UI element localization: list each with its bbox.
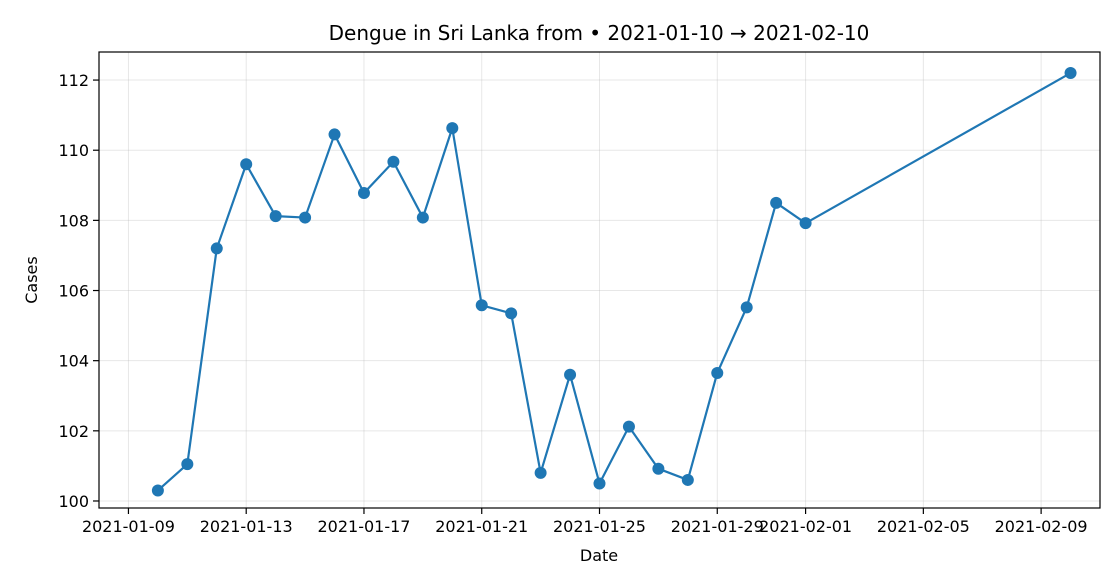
data-point — [681, 473, 694, 486]
data-point — [299, 211, 312, 224]
data-point — [210, 242, 223, 255]
data-point — [446, 122, 459, 135]
y-tick-label: 104 — [58, 352, 89, 371]
chart-title: Dengue in Sri Lanka from • 2021-01-10 → … — [329, 21, 870, 45]
x-tick-label: 2021-01-25 — [553, 517, 646, 536]
y-axis-label: Cases — [22, 256, 41, 304]
data-point — [151, 484, 164, 497]
series-line — [157, 72, 1072, 492]
y-tick-label: 110 — [58, 141, 89, 160]
x-axis-label: Date — [580, 546, 618, 565]
grid — [99, 52, 1100, 508]
y-tick-label: 102 — [58, 422, 89, 441]
x-tick-label: 2021-01-17 — [317, 517, 410, 536]
data-point — [564, 368, 577, 381]
data-point — [799, 217, 812, 230]
series — [151, 67, 1077, 497]
x-tick-label: 2021-01-21 — [435, 517, 528, 536]
x-tick-label: 2021-02-05 — [877, 517, 970, 536]
y-tick-label: 106 — [58, 282, 89, 301]
data-point — [593, 477, 606, 490]
data-point — [711, 366, 724, 379]
y-tick-label: 108 — [58, 211, 89, 230]
data-point — [387, 155, 400, 168]
data-point — [328, 128, 341, 141]
data-point — [181, 458, 194, 471]
data-point — [740, 301, 753, 314]
y-tick-label: 100 — [58, 492, 89, 511]
data-point — [357, 187, 370, 200]
data-point — [652, 462, 665, 475]
data-point — [416, 211, 429, 224]
x-tick-label: 2021-01-13 — [200, 517, 293, 536]
x-tick-label: 2021-01-29 — [671, 517, 764, 536]
data-point — [475, 299, 488, 312]
data-point — [1064, 67, 1077, 80]
data-point — [505, 307, 518, 320]
x-tick-label: 2021-02-09 — [995, 517, 1088, 536]
data-point — [240, 158, 253, 171]
x-tick-label: 2021-02-01 — [759, 517, 852, 536]
data-point — [534, 466, 547, 479]
data-point — [622, 420, 635, 433]
ticks: 2021-01-09 2021-01-13 2021-01-17 2021-01-21… — [58, 71, 1087, 536]
data-point — [770, 196, 783, 209]
x-tick-label: 2021-01-09 — [82, 517, 175, 536]
y-tick-label: 112 — [58, 71, 89, 90]
data-point — [269, 210, 282, 223]
